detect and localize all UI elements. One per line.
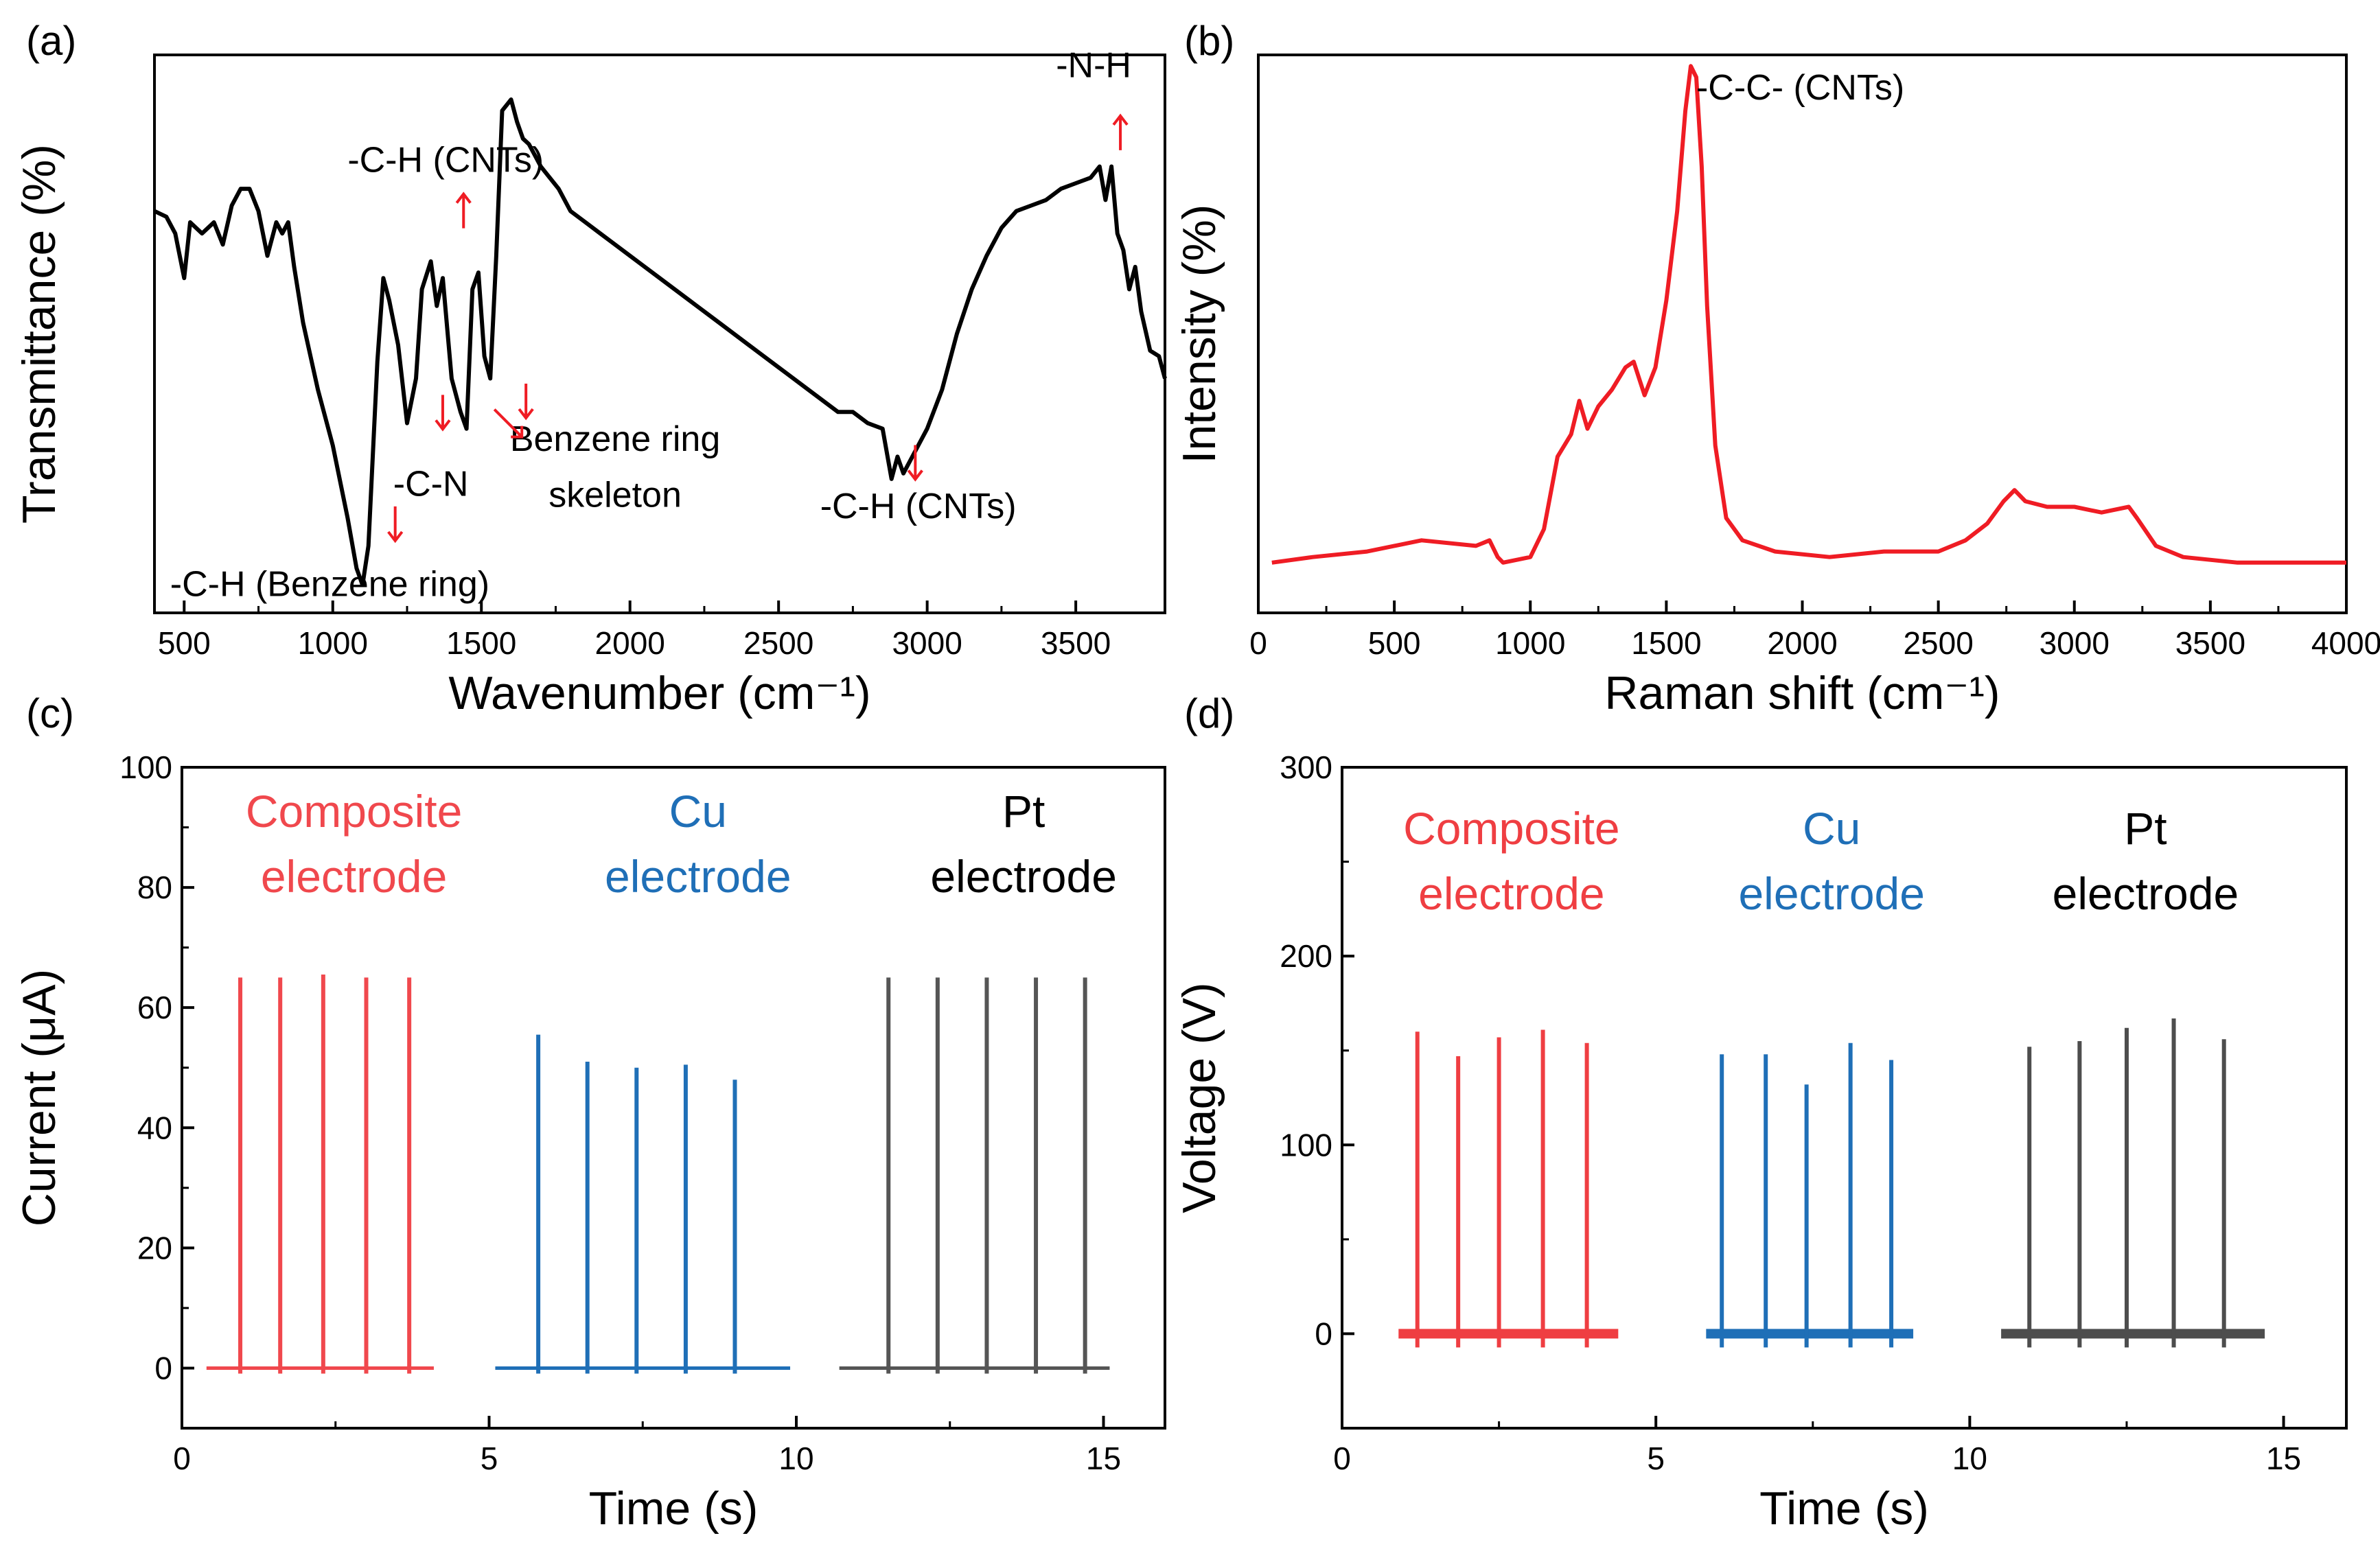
y-axis-label: Voltage (V)	[1173, 982, 1225, 1213]
series-label-line2: electrode	[1738, 868, 1925, 919]
x-tick-label: 1500	[446, 625, 516, 661]
y-tick-label: 200	[1280, 938, 1332, 974]
y-tick-label: 100	[1280, 1127, 1332, 1163]
series-label-line1: Cu	[1803, 803, 1860, 854]
y-tick-label: 0	[154, 1350, 172, 1386]
x-tick-label: 15	[1086, 1441, 1121, 1476]
series-cu-electrode	[495, 1034, 791, 1374]
x-tick-label: 3500	[1041, 625, 1111, 661]
x-tick-label: 1500	[1631, 625, 1701, 661]
annotation-label: -C-C- (CNTs)	[1696, 68, 1904, 108]
annotation-label: -C-H (CNTs)	[820, 487, 1017, 526]
series-label-line1: Composite	[246, 786, 462, 837]
x-tick-label: 0	[173, 1441, 191, 1476]
plot-frame	[1257, 54, 2348, 614]
current-chart: 0 5 10 15 0 20 40 60 80 100 Time (s) Current (μA) Co…	[13, 749, 1166, 1535]
series-label-line1: Pt	[1002, 786, 1045, 837]
series-label-line1: Pt	[2124, 803, 2167, 854]
x-tick-label: 2000	[595, 625, 665, 661]
raman-line	[1271, 64, 2346, 565]
annotation-arrow	[907, 445, 923, 482]
x-tick-label: 10	[1952, 1441, 1987, 1476]
ftir-chart: 500 1000 1500 2000 2500 3000 3500 Wavenumber (c…	[13, 46, 1167, 719]
annotation-label: -C-H (CNTs)	[347, 141, 544, 180]
y-tick-label: 60	[137, 990, 172, 1025]
x-tick-label: 500	[1368, 625, 1421, 661]
annotation-arrow	[493, 408, 524, 439]
x-tick-label: 1000	[1495, 625, 1565, 661]
y-tick-label: 40	[137, 1110, 172, 1145]
x-tick-label: 0	[1249, 625, 1267, 661]
x-tick-label: 5	[1647, 1441, 1665, 1476]
panel-label-b: (b)	[1184, 18, 1234, 64]
plot-frame	[181, 766, 1166, 1430]
x-tick-label: 3000	[2040, 625, 2110, 661]
voltage-chart: 0 5 10 15 0 100 200 300 Time (s) Voltage (V) Compo…	[1173, 749, 2348, 1535]
x-tick-label: 0	[1333, 1441, 1351, 1476]
y-tick-label: 100	[119, 749, 172, 785]
x-tick-label: 10	[778, 1441, 813, 1476]
series-label-line2: electrode	[930, 851, 1117, 902]
y-axis-label: Transmittance (%)	[13, 144, 65, 524]
annotation-label: skeleton	[548, 476, 682, 515]
x-tick-label: 4000	[2311, 625, 2380, 661]
annotation-label: -C-H (Benzene ring)	[170, 565, 489, 605]
x-tick-label: 2500	[743, 625, 813, 661]
panel-label-a: (a)	[26, 18, 76, 64]
x-tick-label: 2000	[1767, 625, 1837, 661]
series-label-line1: Composite	[1403, 803, 1619, 854]
annotation-arrow	[518, 384, 534, 421]
x-tick-label: 1000	[298, 625, 368, 661]
raman-chart: 0 500 1000 1500 2000 2500 3000 3500 4000 Raman sh…	[1173, 54, 2380, 719]
y-tick-label: 0	[1315, 1316, 1332, 1351]
y-tick-label: 300	[1280, 749, 1332, 785]
y-tick-label: 20	[137, 1230, 172, 1266]
x-tick-label: 3000	[892, 625, 962, 661]
plot-frame	[153, 54, 1166, 614]
panel-label-d: (d)	[1184, 690, 1234, 736]
x-tick-label: 5	[481, 1441, 498, 1476]
series-cu-electrode	[1706, 1042, 1914, 1348]
series-pt-electrode	[2001, 1018, 2265, 1348]
x-tick-label: 2500	[1903, 625, 1973, 661]
series-composite-electrode	[1398, 1029, 1619, 1348]
series-label-line1: Cu	[669, 786, 727, 837]
series-label-line2: electrode	[1418, 868, 1605, 919]
series-label-line2: electrode	[605, 851, 792, 902]
x-tick-label: 3500	[2175, 625, 2245, 661]
x-tick-label: 500	[158, 625, 211, 661]
series-composite-electrode	[206, 975, 434, 1374]
y-tick-label: 80	[137, 870, 172, 905]
x-axis-label: Time (s)	[1759, 1482, 1929, 1535]
annotation-label: -N-H	[1056, 46, 1131, 86]
y-axis-label: Intensity (%)	[1173, 205, 1225, 464]
annotation-arrow	[1112, 113, 1129, 150]
x-axis-label: Wavenumber (cm⁻¹)	[448, 667, 870, 719]
plot-frame	[1341, 766, 2348, 1430]
annotation-arrow	[435, 395, 451, 432]
annotation-label: Benzene ring	[510, 419, 720, 459]
panel-label-c: (c)	[26, 690, 74, 736]
series-label-line2: electrode	[2053, 868, 2239, 919]
y-axis-label: Current (μA)	[13, 969, 65, 1226]
x-tick-label: 15	[2266, 1441, 2301, 1476]
annotation-arrow	[387, 506, 404, 544]
annotation-arrow	[455, 191, 472, 229]
x-axis-label: Raman shift (cm⁻¹)	[1604, 667, 2000, 719]
annotation-label: -C-N	[393, 464, 469, 504]
ftir-line	[153, 97, 1167, 587]
series-label-line2: electrode	[261, 851, 448, 902]
x-axis-label: Time (s)	[589, 1482, 759, 1535]
series-pt-electrode	[839, 977, 1110, 1374]
